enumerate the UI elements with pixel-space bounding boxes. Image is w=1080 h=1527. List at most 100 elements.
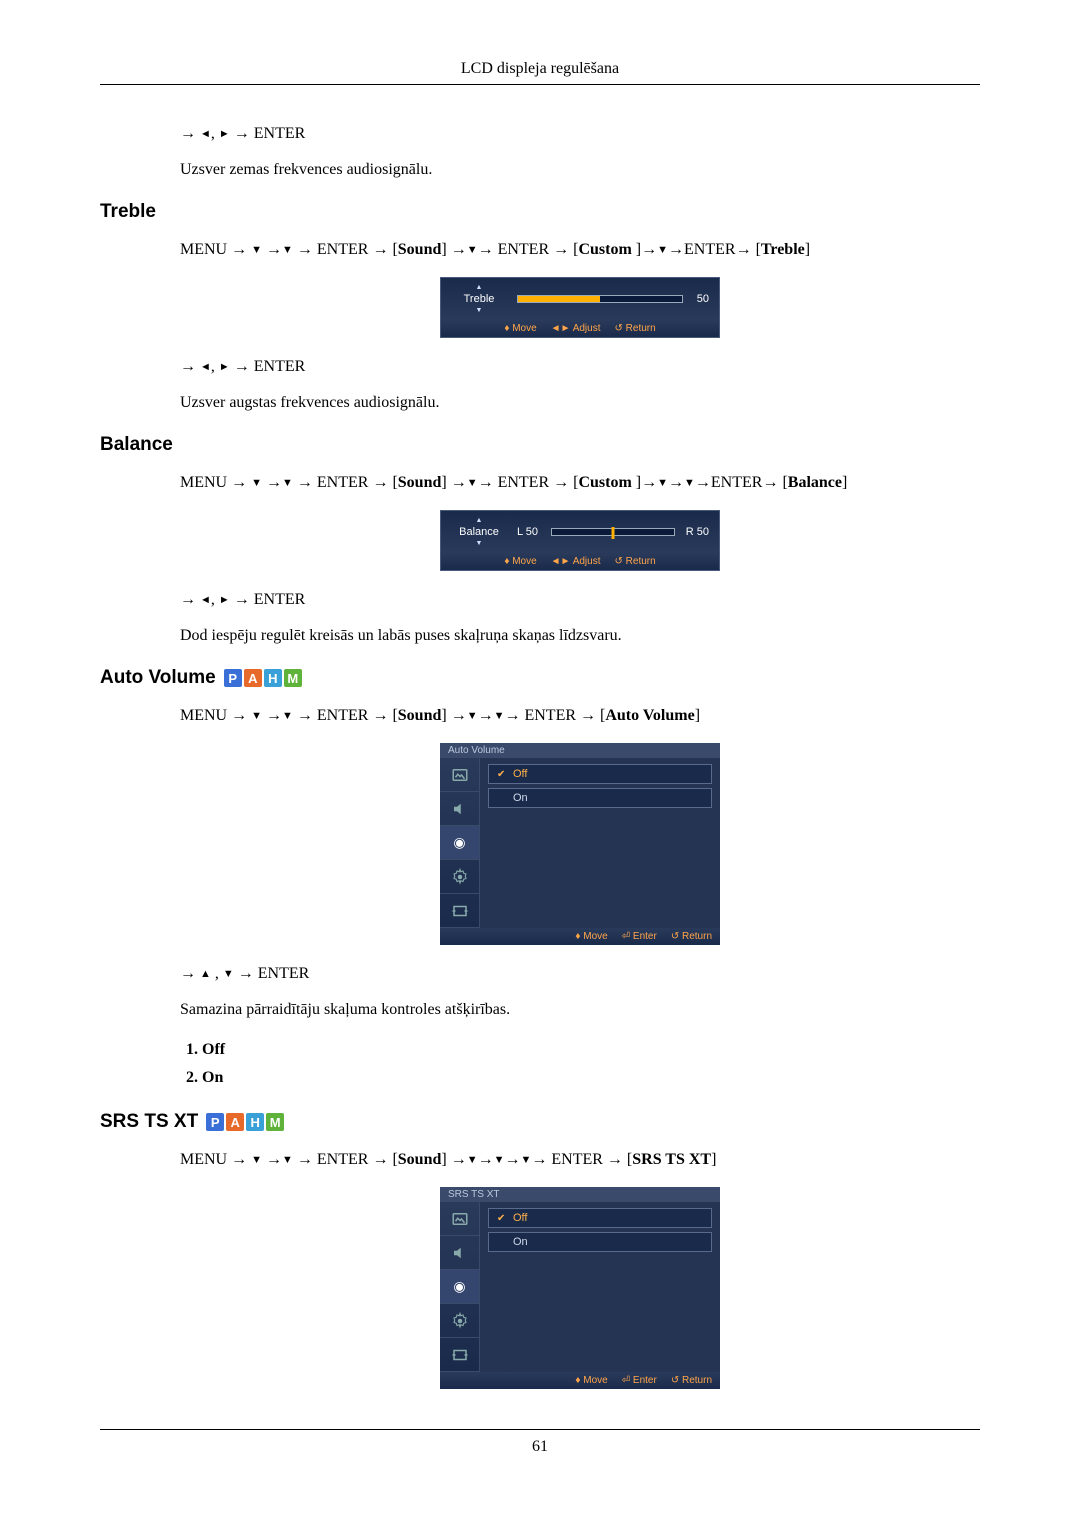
balance-enter-line: → , → ENTER — [180, 591, 980, 609]
balance-path: MENU → → → ENTER → [Sound] →→ ENTER → [C… — [180, 474, 980, 492]
srs-block: MENU → → → ENTER → [Sound] →→→→ ENTER → … — [180, 1151, 980, 1389]
return-hint: ↺ Return — [614, 556, 655, 567]
autovol-enter-line: → , → ENTER — [180, 965, 980, 983]
setup-tab-icon[interactable]: ◉ — [440, 826, 479, 860]
down-arrow-icon — [494, 710, 505, 722]
down-arrow-icon — [251, 1154, 262, 1166]
bass-desc: Uzsver zemas frekvences audiosignālu. — [180, 161, 980, 179]
down-arrow-icon — [467, 1154, 478, 1166]
osd-footer: ♦ Move ⏎ Enter ↺ Return — [440, 1372, 720, 1389]
adjust-hint: ◄► Adjust — [551, 556, 601, 567]
treble-block: MENU → → → ENTER → [Sound] →→ ENTER → [C… — [180, 241, 980, 412]
bass-continuation: → , → ENTER Uzsver zemas frekvences audi… — [180, 125, 980, 179]
enter-hint: ⏎ Enter — [622, 1375, 657, 1386]
right-arrow-icon — [219, 361, 230, 373]
move-hint: ♦ Move — [504, 556, 536, 567]
sound-tab-icon[interactable] — [440, 1236, 479, 1270]
left-arrow-icon — [200, 594, 211, 606]
bass-enter-line: → , → ENTER — [180, 125, 980, 143]
down-arrow-icon — [467, 710, 478, 722]
osd-title: Auto Volume — [440, 743, 720, 758]
down-arrow-icon — [251, 710, 262, 722]
up-arrow-icon: ▲ — [476, 284, 483, 291]
move-hint: ♦ Move — [504, 323, 536, 334]
balance-left: L 50 — [517, 526, 545, 538]
badge-m: M — [284, 669, 302, 687]
osd-label: ▲ Balance ▼ — [451, 517, 507, 547]
settings-tab-icon[interactable] — [440, 1304, 479, 1338]
srs-on-option[interactable]: On — [488, 1232, 712, 1252]
down-arrow-icon — [251, 477, 262, 489]
autovol-block: MENU → → → ENTER → [Sound] →→→ ENTER → [… — [180, 707, 980, 1087]
autovol-on-option[interactable]: On — [488, 788, 712, 808]
autovol-off-option[interactable]: ✔Off — [488, 764, 712, 784]
badge-h: H — [246, 1113, 264, 1131]
treble-enter-line: → , → ENTER — [180, 358, 980, 376]
list-item: On — [202, 1069, 980, 1087]
input-tab-icon[interactable] — [440, 1338, 479, 1372]
autovol-heading: Auto Volume P A H M — [100, 667, 980, 689]
down-arrow-icon: ▼ — [476, 540, 483, 547]
badge-a: A — [226, 1113, 244, 1131]
down-arrow-icon — [282, 477, 293, 489]
srs-heading: SRS TS XT P A H M — [100, 1111, 980, 1133]
down-arrow-icon: ▼ — [476, 307, 483, 314]
down-arrow-icon — [520, 1154, 531, 1166]
balance-heading: Balance — [100, 434, 980, 456]
move-hint: ♦ Move — [575, 1375, 607, 1386]
return-hint: ↺ Return — [671, 1375, 712, 1386]
autovol-options-list: Off On — [202, 1041, 980, 1087]
treble-osd: ▲ Treble ▼ 50 ♦ Move ◄► Adjust ↺ Return — [440, 277, 720, 338]
page-header: LCD displeja regulēšana — [100, 60, 980, 85]
badge-p: P — [206, 1113, 224, 1131]
down-arrow-icon — [657, 477, 668, 489]
return-hint: ↺ Return — [671, 931, 712, 942]
down-arrow-icon — [657, 244, 668, 256]
return-hint: ↺ Return — [614, 323, 655, 334]
badge-a: A — [244, 669, 262, 687]
down-arrow-icon — [282, 244, 293, 256]
badge-h: H — [264, 669, 282, 687]
sound-tab-icon[interactable] — [440, 792, 479, 826]
srs-path: MENU → → → ENTER → [Sound] →→→→ ENTER → … — [180, 1151, 980, 1169]
osd-footer: ♦ Move ◄► Adjust ↺ Return — [441, 320, 719, 337]
picture-tab-icon[interactable] — [440, 758, 479, 792]
move-hint: ♦ Move — [575, 931, 607, 942]
osd-footer: ♦ Move ⏎ Enter ↺ Return — [440, 928, 720, 945]
treble-heading: Treble — [100, 201, 980, 223]
up-arrow-icon: ▲ — [476, 517, 483, 524]
down-arrow-icon — [223, 968, 234, 980]
treble-slider[interactable] — [517, 295, 683, 303]
check-icon: ✔ — [497, 1213, 507, 1224]
settings-tab-icon[interactable] — [440, 860, 479, 894]
treble-path: MENU → → → ENTER → [Sound] →→ ENTER → [C… — [180, 241, 980, 259]
setup-tab-icon[interactable]: ◉ — [440, 1270, 479, 1304]
right-arrow-icon — [219, 594, 230, 606]
down-arrow-icon — [494, 1154, 505, 1166]
down-arrow-icon — [467, 244, 478, 256]
badge-p: P — [224, 669, 242, 687]
picture-tab-icon[interactable] — [440, 1202, 479, 1236]
balance-slider[interactable] — [551, 528, 675, 536]
down-arrow-icon — [684, 477, 695, 489]
down-arrow-icon — [251, 244, 262, 256]
enter-hint: ⏎ Enter — [622, 931, 657, 942]
down-arrow-icon — [282, 710, 293, 722]
autovol-path: MENU → → → ENTER → [Sound] →→→ ENTER → [… — [180, 707, 980, 725]
osd-footer: ♦ Move ◄► Adjust ↺ Return — [441, 553, 719, 570]
down-arrow-icon — [282, 1154, 293, 1166]
enter-text: → ENTER — [230, 125, 306, 142]
autovol-desc: Samazina pārraidītāju skaļuma kontroles … — [180, 1001, 980, 1019]
right-arrow-icon — [219, 128, 230, 140]
osd-title: SRS TS XT — [440, 1187, 720, 1202]
balance-osd: ▲ Balance ▼ L 50 R 50 ♦ Move ◄► Adjust ↺… — [440, 510, 720, 571]
treble-desc: Uzsver augstas frekvences audiosignālu. — [180, 394, 980, 412]
left-arrow-icon — [200, 128, 211, 140]
adjust-hint: ◄► Adjust — [551, 323, 601, 334]
input-tab-icon[interactable] — [440, 894, 479, 928]
osd-label: ▲ Treble ▼ — [451, 284, 507, 314]
srs-off-option[interactable]: ✔Off — [488, 1208, 712, 1228]
balance-block: MENU → → → ENTER → [Sound] →→ ENTER → [C… — [180, 474, 980, 645]
page-number: 61 — [100, 1429, 980, 1456]
balance-right: R 50 — [681, 526, 709, 538]
